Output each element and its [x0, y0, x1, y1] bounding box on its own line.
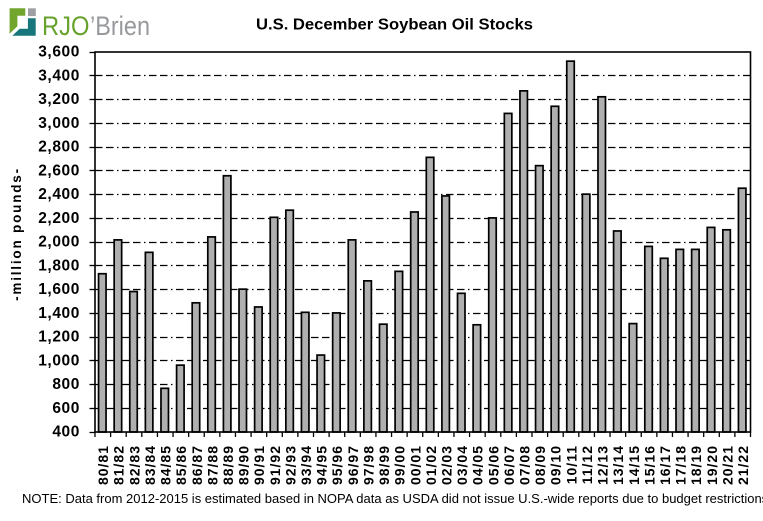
svg-text:800: 800 [52, 376, 80, 393]
svg-text:93/94: 93/94 [298, 445, 314, 485]
svg-text:04/05: 04/05 [470, 445, 486, 485]
svg-text:88/89: 88/89 [220, 445, 236, 485]
svg-text:14/15: 14/15 [626, 445, 642, 485]
svg-text:86/87: 86/87 [189, 445, 205, 485]
svg-text:15/16: 15/16 [641, 445, 657, 485]
svg-text:2,800: 2,800 [38, 139, 80, 156]
svg-text:92/93: 92/93 [282, 445, 298, 485]
svg-text:97/98: 97/98 [360, 445, 376, 485]
svg-text:1,800: 1,800 [38, 257, 80, 274]
svg-text:05/06: 05/06 [485, 445, 501, 485]
svg-text:12/13: 12/13 [595, 445, 611, 485]
svg-text:89/90: 89/90 [236, 445, 252, 485]
svg-text:11/12: 11/12 [579, 445, 595, 484]
svg-text:10/11: 10/11 [563, 445, 579, 484]
svg-text:1,400: 1,400 [38, 305, 80, 322]
svg-text:-million pounds-: -million pounds- [9, 167, 24, 301]
svg-text:2,400: 2,400 [38, 186, 80, 203]
svg-text:84/85: 84/85 [158, 445, 174, 485]
svg-text:06/07: 06/07 [501, 445, 517, 485]
svg-text:98/99: 98/99 [376, 445, 392, 485]
svg-text:20/21: 20/21 [719, 445, 735, 485]
svg-text:83/84: 83/84 [142, 445, 158, 485]
svg-text:18/19: 18/19 [688, 445, 704, 485]
svg-text:21/22: 21/22 [735, 445, 751, 485]
svg-text:600: 600 [52, 400, 80, 417]
svg-text:1,200: 1,200 [38, 329, 80, 346]
svg-text:90/91: 90/91 [251, 445, 267, 485]
svg-text:02/03: 02/03 [438, 445, 454, 485]
svg-text:81/82: 81/82 [111, 445, 127, 485]
svg-text:NOTE: Data from 2012-2015 is e: NOTE: Data from 2012-2015 is estimated b… [22, 491, 763, 506]
svg-text:03/04: 03/04 [454, 445, 470, 485]
svg-text:400: 400 [52, 424, 80, 441]
svg-text:1,600: 1,600 [38, 281, 80, 298]
svg-text:3,400: 3,400 [38, 67, 80, 84]
svg-text:87/88: 87/88 [204, 445, 220, 485]
svg-text:91/92: 91/92 [267, 445, 283, 485]
svg-text:2,600: 2,600 [38, 162, 80, 179]
svg-text:17/18: 17/18 [673, 445, 689, 485]
svg-text:’Brien: ’Brien [90, 11, 150, 41]
svg-text:99/00: 99/00 [392, 445, 408, 485]
svg-text:19/20: 19/20 [704, 445, 720, 485]
svg-text:94/95: 94/95 [314, 445, 330, 485]
svg-text:00/01: 00/01 [407, 445, 423, 485]
svg-text:95/96: 95/96 [329, 445, 345, 485]
svg-text:80/81: 80/81 [95, 445, 111, 485]
svg-text:3,000: 3,000 [38, 115, 80, 132]
svg-text:82/83: 82/83 [126, 445, 142, 485]
svg-text:08/09: 08/09 [532, 445, 548, 485]
svg-text:1,000: 1,000 [38, 352, 80, 369]
svg-text:RJO: RJO [42, 11, 90, 41]
svg-text:U.S. December Soybean Oil Stoc: U.S. December Soybean Oil Stocks [256, 17, 533, 34]
svg-text:09/10: 09/10 [548, 445, 564, 485]
svg-text:2,000: 2,000 [38, 234, 80, 251]
svg-text:3,600: 3,600 [38, 44, 80, 61]
svg-text:13/14: 13/14 [610, 445, 626, 485]
svg-text:96/97: 96/97 [345, 445, 361, 485]
svg-text:01/02: 01/02 [423, 445, 439, 485]
svg-text:85/86: 85/86 [173, 445, 189, 485]
svg-text:3,200: 3,200 [38, 91, 80, 108]
svg-text:16/17: 16/17 [657, 445, 673, 485]
svg-text:2,200: 2,200 [38, 210, 80, 227]
svg-text:07/08: 07/08 [517, 445, 533, 485]
